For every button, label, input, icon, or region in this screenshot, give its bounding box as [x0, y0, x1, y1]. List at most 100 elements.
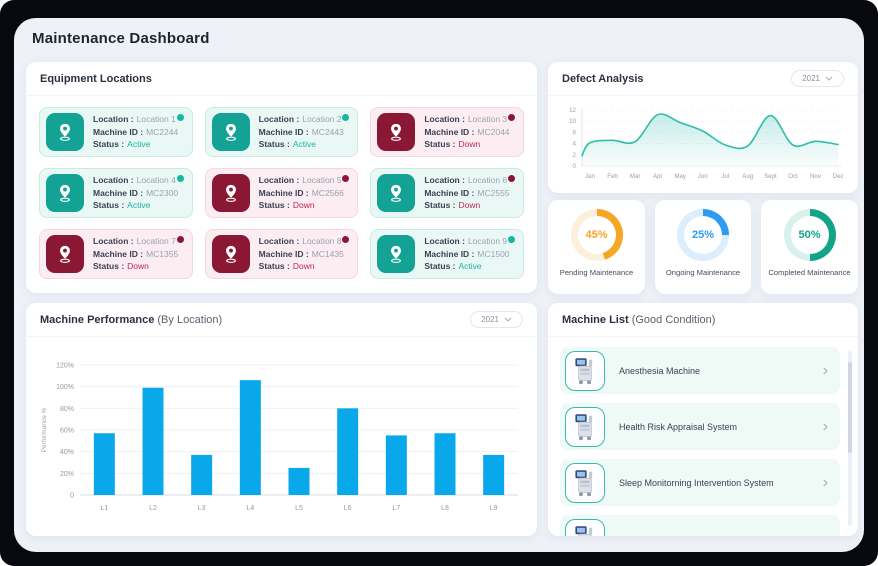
- donut-hole: 45%: [577, 216, 616, 254]
- machine-list-item[interactable]: Sleep Monitorning Intervention System ›: [560, 459, 840, 506]
- machine-list-subtitle: (Good Condition): [631, 313, 716, 326]
- ongoing-maintenance-card: 25% Ongoing Maintenance: [655, 200, 751, 294]
- performance-year-value: 2021: [481, 315, 499, 324]
- svg-text:12: 12: [569, 107, 576, 114]
- completed-maintenance-percent: 50%: [798, 229, 821, 241]
- svg-text:Aug: Aug: [742, 173, 754, 180]
- machine-name: Sleep Monitorning Intervention System: [619, 477, 774, 488]
- machine-performance-chart: 0 20% 40% 60% 80% 100% 120% L1 L2 L3 L4 L5 L6 L7 L8 L9 P…: [41, 363, 518, 512]
- svg-text:40%: 40%: [60, 449, 74, 456]
- svg-text:Oct: Oct: [788, 173, 798, 180]
- location-card[interactable]: Location : Location 1 Machine ID : MC2244 St…: [39, 107, 193, 157]
- map-pin-icon: [377, 113, 416, 151]
- map-pin-glyph: [391, 184, 402, 202]
- pending-maintenance-card: 45% Pending Maintenance: [548, 200, 645, 294]
- location-card[interactable]: Location : Location 8 Machine ID : MC1435 St…: [204, 229, 359, 279]
- donut-hole: 50%: [790, 216, 829, 254]
- svg-text:L7: L7: [392, 505, 400, 512]
- map-pin-glyph: [225, 184, 236, 202]
- svg-text:L6: L6: [344, 505, 352, 512]
- defect-year-value: 2021: [802, 74, 820, 83]
- location-card-text: Location : Location 4 Machine ID : MC2300 St…: [93, 174, 179, 211]
- location-card-text: Location : Location 1 Machine ID : MC2244 St…: [93, 113, 179, 150]
- svg-text:L4: L4: [246, 505, 254, 512]
- machine-name: Health Risk Appraisal System: [619, 421, 738, 432]
- map-pin-icon: [211, 174, 250, 212]
- ongoing-maintenance-donut: 25%: [677, 209, 729, 261]
- svg-text:L8: L8: [441, 505, 449, 512]
- machine-thumbnail: [565, 350, 605, 391]
- performance-year-dropdown[interactable]: 2021: [470, 311, 523, 328]
- location-card-text: Location : Location 9 Machine ID : MC1500 St…: [424, 235, 510, 272]
- location-card[interactable]: Location : Location 4 Machine ID : MC2300 St…: [39, 168, 193, 218]
- completed-maintenance-card: 50% Completed Maintenance: [761, 200, 858, 294]
- svg-text:8: 8: [573, 129, 577, 136]
- status-dot-icon: [508, 175, 515, 182]
- chevron-right-icon[interactable]: ›: [822, 417, 828, 435]
- location-card-text: Location : Location 7 Machine ID : MC1355 St…: [93, 235, 179, 272]
- machine-list: Anesthesia Machine › Health Risk Appraisal…: [560, 347, 840, 536]
- chevron-down-icon: [825, 76, 833, 81]
- status-dot-icon: [176, 236, 184, 243]
- svg-text:2: 2: [573, 152, 577, 159]
- location-card[interactable]: Location : Location 9 Machine ID : MC1500 St…: [370, 229, 524, 279]
- defect-analysis-header: Defect Analysis 2021: [548, 62, 858, 96]
- location-cards-grid: Location : Location 1 Machine ID : MC2244 St…: [39, 107, 524, 279]
- machine-list-panel: Machine List (Good Condition) Anesthesia…: [548, 303, 858, 536]
- chevron-right-icon[interactable]: ›: [822, 473, 828, 491]
- map-pin-icon: [46, 174, 84, 212]
- pending-maintenance-donut: 45%: [570, 209, 623, 261]
- location-card[interactable]: Location : Location 3 Machine ID : MC2044 St…: [370, 107, 524, 157]
- map-pin-icon: [46, 113, 84, 151]
- svg-text:L1: L1: [100, 505, 108, 512]
- svg-text:10: 10: [569, 118, 576, 125]
- svg-text:120%: 120%: [56, 363, 74, 370]
- completed-maintenance-label: Completed Maintenance: [768, 268, 851, 277]
- svg-text:4: 4: [573, 141, 577, 148]
- machine-thumbnail: [565, 462, 605, 503]
- svg-text:100%: 100%: [56, 384, 74, 391]
- donut-hole: 25%: [684, 216, 722, 254]
- machine-thumbnail-icon: [575, 525, 593, 536]
- scrollbar-thumb[interactable]: [848, 361, 852, 453]
- defect-analysis-title: Defect Analysis: [562, 72, 644, 85]
- defect-year-dropdown[interactable]: 2021: [791, 70, 844, 87]
- map-pin-glyph: [225, 245, 236, 263]
- page-title: Maintenance Dashboard: [32, 30, 210, 47]
- status-dot-icon: [342, 175, 350, 182]
- svg-text:0: 0: [573, 163, 577, 170]
- map-pin-glyph: [60, 245, 70, 263]
- svg-text:May: May: [674, 173, 687, 180]
- machine-list-item[interactable]: ›: [560, 515, 840, 536]
- svg-text:Mar: Mar: [630, 173, 641, 180]
- location-card[interactable]: Location : Location 7 Machine ID : MC1355 St…: [39, 229, 193, 279]
- machine-list-item[interactable]: Health Risk Appraisal System ›: [560, 403, 840, 450]
- machine-thumbnail-icon: [575, 469, 593, 496]
- location-card-text: Location : Location 5 Machine ID : MC2566 St…: [258, 174, 344, 211]
- ongoing-maintenance-percent: 25%: [691, 229, 715, 241]
- status-dot-icon: [342, 236, 350, 243]
- chevron-right-icon[interactable]: ›: [823, 530, 828, 536]
- location-card-text: Location : Location 6 Machine ID : MC2555 St…: [424, 174, 510, 211]
- svg-text:Jun: Jun: [698, 173, 709, 180]
- map-pin-glyph: [391, 123, 402, 141]
- svg-text:60%: 60%: [60, 428, 74, 435]
- status-dot-icon: [176, 175, 184, 182]
- location-card[interactable]: Location : Location 6 Machine ID : MC2555 St…: [370, 168, 524, 218]
- completed-maintenance-donut: 50%: [783, 209, 836, 261]
- status-dot-icon: [342, 114, 350, 121]
- chevron-right-icon[interactable]: ›: [822, 361, 828, 379]
- svg-text:20%: 20%: [60, 471, 74, 478]
- machine-performance-subtitle: (By Location): [157, 313, 223, 326]
- defect-analysis-panel: Defect Analysis 2021 12 10 8 4 2 0 Jan Feb Mar Ap…: [548, 62, 858, 193]
- pending-maintenance-label: Pending Maintenance: [559, 268, 634, 277]
- svg-text:Apr: Apr: [653, 173, 663, 180]
- chevron-down-icon: [504, 317, 512, 322]
- machine-list-header: Machine List (Good Condition): [548, 303, 858, 337]
- location-card[interactable]: Location : Location 5 Machine ID : MC2566 St…: [204, 168, 359, 218]
- status-dot-icon: [176, 114, 184, 121]
- location-card[interactable]: Location : Location 2 Machine ID : MC2443 St…: [204, 107, 359, 157]
- map-pin-glyph: [391, 245, 402, 263]
- machine-list-item[interactable]: Anesthesia Machine ›: [560, 347, 840, 394]
